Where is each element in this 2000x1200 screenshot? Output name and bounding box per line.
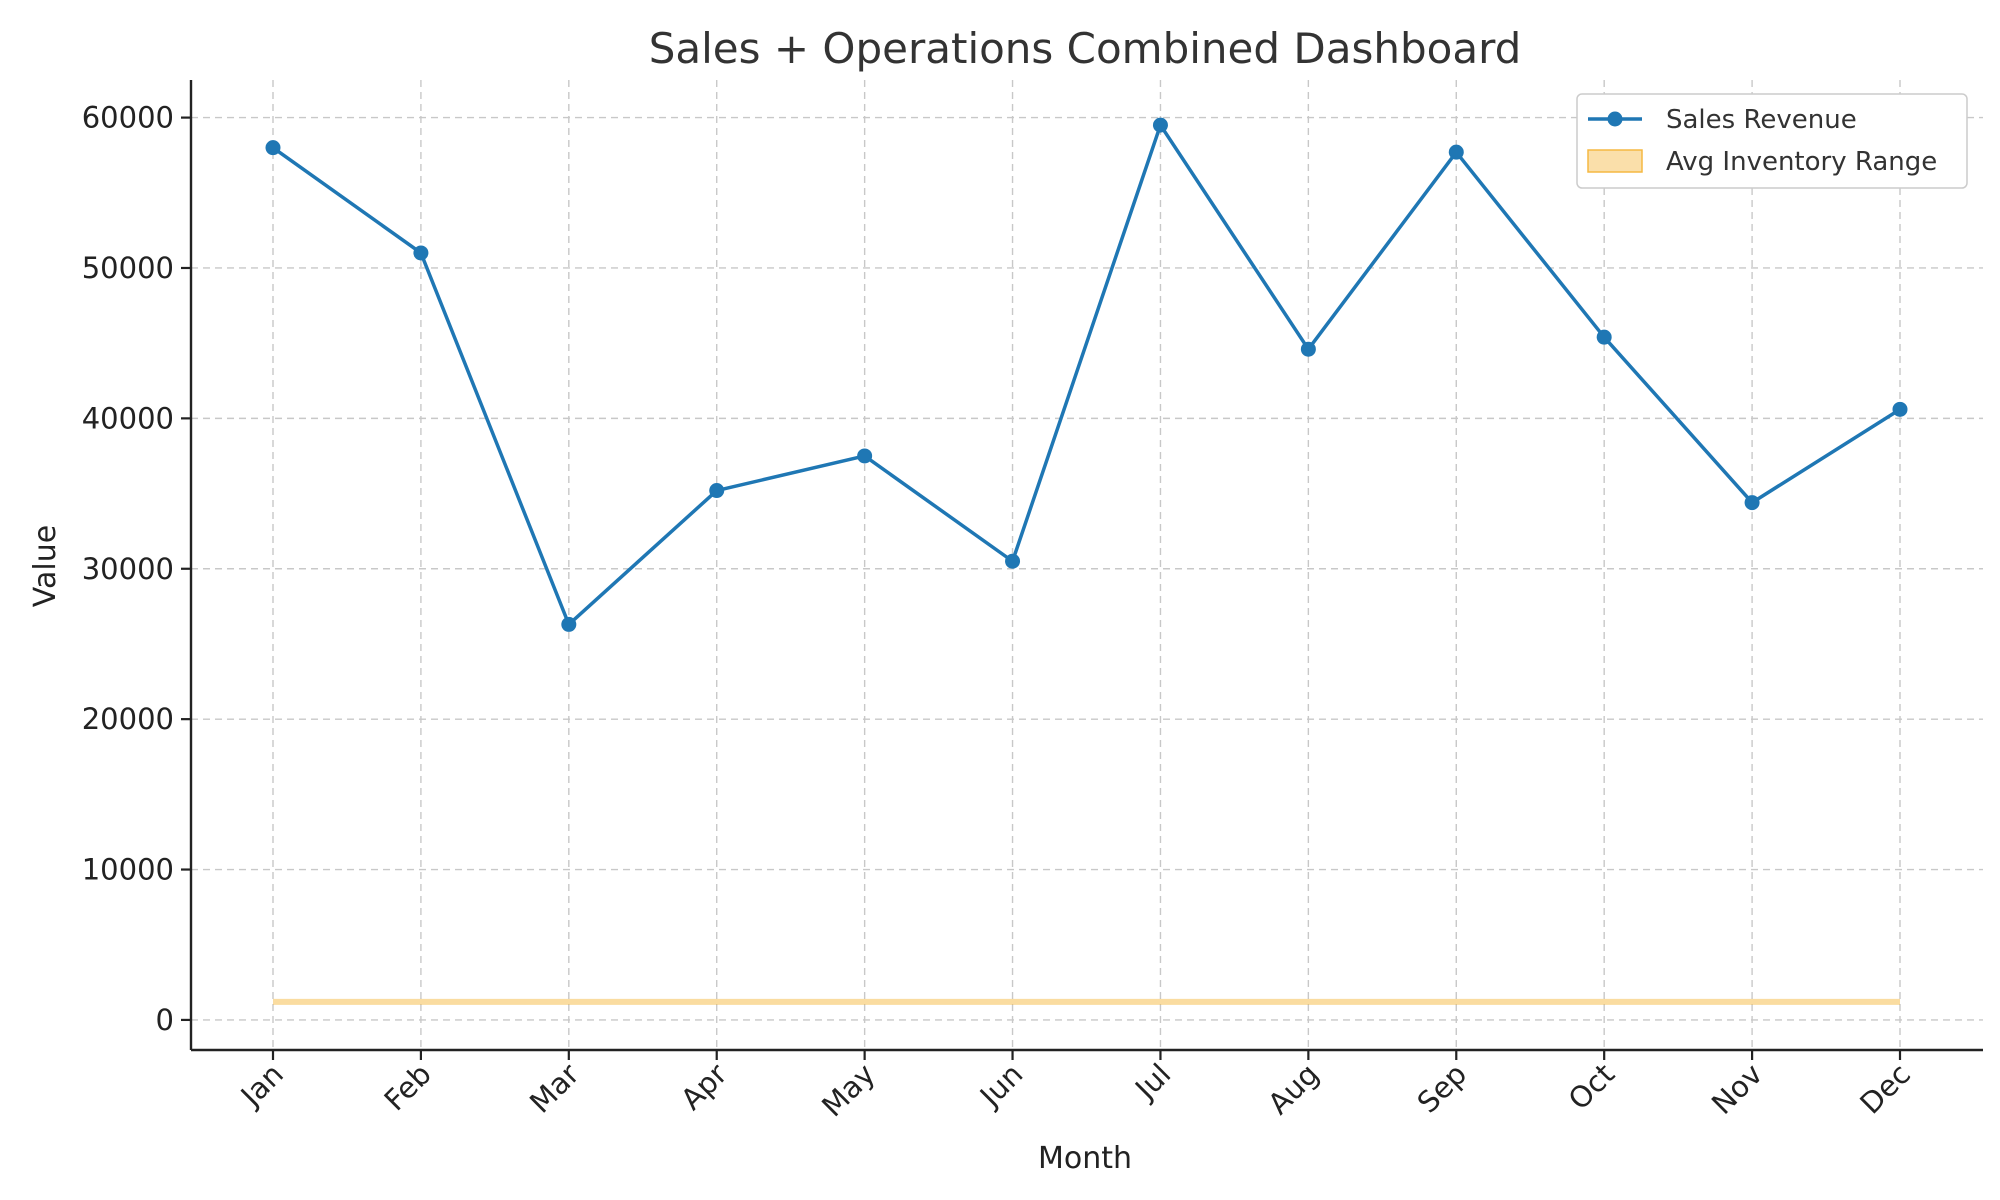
sales-revenue-point xyxy=(1596,329,1612,345)
x-tick-label: Sep xyxy=(1411,1057,1474,1120)
legend-sales-marker xyxy=(1607,111,1623,127)
sales-revenue-point xyxy=(413,245,429,261)
sales-revenue-point xyxy=(561,616,577,632)
sales-line-layer xyxy=(265,117,1908,632)
x-tick-label: Feb xyxy=(378,1057,438,1117)
y-ticks: 0 10000 20000 30000 40000 50000 60000 xyxy=(82,101,191,1037)
y-tick-label: 60000 xyxy=(82,101,174,135)
x-tick-label: Apr xyxy=(674,1057,734,1117)
legend-inventory-swatch xyxy=(1587,149,1643,173)
x-tick-label: Jun xyxy=(972,1057,1029,1114)
legend: Sales Revenue Avg Inventory Range xyxy=(1576,93,1968,189)
x-tick-label: Nov xyxy=(1705,1057,1769,1121)
x-tick-label: Dec xyxy=(1853,1057,1917,1121)
y-tick-label: 0 xyxy=(156,1003,174,1037)
x-tick-label: May xyxy=(815,1057,881,1123)
legend-inventory-label: Avg Inventory Range xyxy=(1666,147,1937,177)
sales-revenue-line xyxy=(271,123,1901,627)
axes xyxy=(189,80,1983,1052)
x-tick-label: Oct xyxy=(1562,1057,1622,1117)
x-tick-label: Mar xyxy=(523,1057,586,1120)
y-tick-label: 50000 xyxy=(82,251,174,285)
x-ticks: Jan Feb Mar Apr May Jun Jul Aug Sep Oct Nov Dec xyxy=(233,1050,1917,1123)
sales-revenue-point xyxy=(265,140,281,156)
chart-title: Sales + Operations Combined Dashboard xyxy=(649,24,1522,73)
y-tick-label: 20000 xyxy=(82,702,174,736)
x-axis-label: Month xyxy=(1038,1141,1132,1176)
sales-revenue-point xyxy=(1744,495,1760,511)
inventory-range-band xyxy=(273,998,1900,1005)
legend-sales-label: Sales Revenue xyxy=(1666,105,1857,135)
sales-revenue-point xyxy=(709,483,725,499)
y-tick-label: 30000 xyxy=(82,552,174,586)
x-tick-label: Aug xyxy=(1261,1057,1325,1121)
sales-revenue-point xyxy=(1892,401,1908,417)
x-tick-label: Jan xyxy=(233,1057,290,1114)
sales-revenue-point xyxy=(1448,144,1464,160)
sales-revenue-point xyxy=(857,448,873,464)
y-tick-label: 10000 xyxy=(82,853,174,887)
sales-revenue-point xyxy=(1005,553,1021,569)
x-tick-label: Jul xyxy=(1127,1057,1177,1107)
y-axis-label: Value xyxy=(28,525,63,607)
sales-revenue-point xyxy=(1300,341,1316,357)
legend-box xyxy=(1576,93,1968,189)
sales-revenue-point xyxy=(1152,117,1168,133)
inventory-band-layer xyxy=(273,998,1900,1005)
y-tick-label: 40000 xyxy=(82,401,174,435)
grid xyxy=(191,80,1983,1050)
